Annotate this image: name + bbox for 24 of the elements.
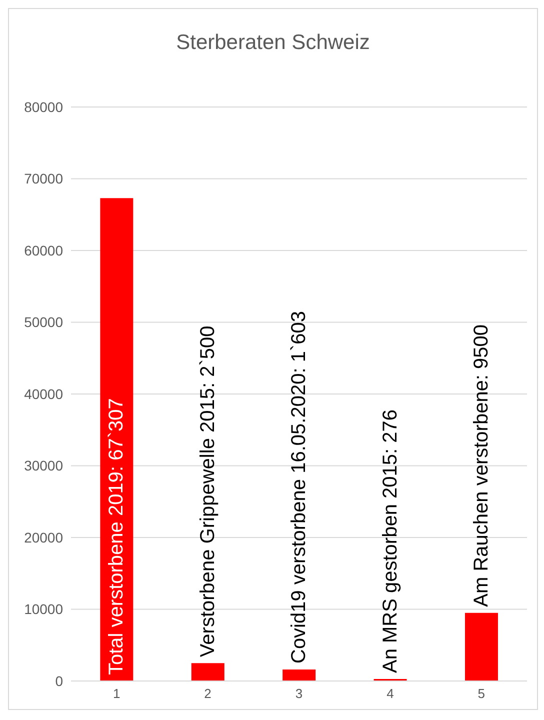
x-tick-label: 4 bbox=[386, 686, 394, 702]
y-tick-label: 0 bbox=[55, 672, 64, 689]
y-tick-label: 10000 bbox=[24, 601, 64, 618]
data-label: Covid19 verstorbene 16.05.2020: 1`603 bbox=[288, 311, 310, 664]
x-tick-label: 5 bbox=[478, 686, 486, 702]
y-tick-label: 50000 bbox=[24, 314, 64, 330]
bar bbox=[100, 198, 134, 681]
y-tick-label: 80000 bbox=[24, 98, 64, 115]
x-tick-label: 1 bbox=[112, 686, 120, 702]
x-tick-label: 2 bbox=[204, 686, 212, 702]
y-tick-label: 20000 bbox=[24, 529, 64, 546]
y-tick-label: 30000 bbox=[24, 458, 64, 474]
data-label: Am Rauchen verstorbene: 9500 bbox=[470, 324, 492, 607]
x-tick-label: 3 bbox=[295, 686, 303, 702]
data-label: An MRS gestorben 2015: 276 bbox=[379, 410, 402, 674]
y-tick-label: 40000 bbox=[24, 386, 64, 402]
y-tick-label: 60000 bbox=[24, 242, 64, 258]
data-label: Verstorbene Grippewelle 2015: 2`500 bbox=[196, 326, 219, 658]
y-tick-label: 70000 bbox=[24, 170, 64, 187]
bar bbox=[464, 612, 498, 681]
bar bbox=[282, 670, 316, 681]
bar bbox=[191, 663, 224, 681]
data-label: Total verstorbene 2019: 67`307 bbox=[106, 398, 128, 675]
chart-title: Sterberaten Schweiz bbox=[175, 31, 371, 55]
